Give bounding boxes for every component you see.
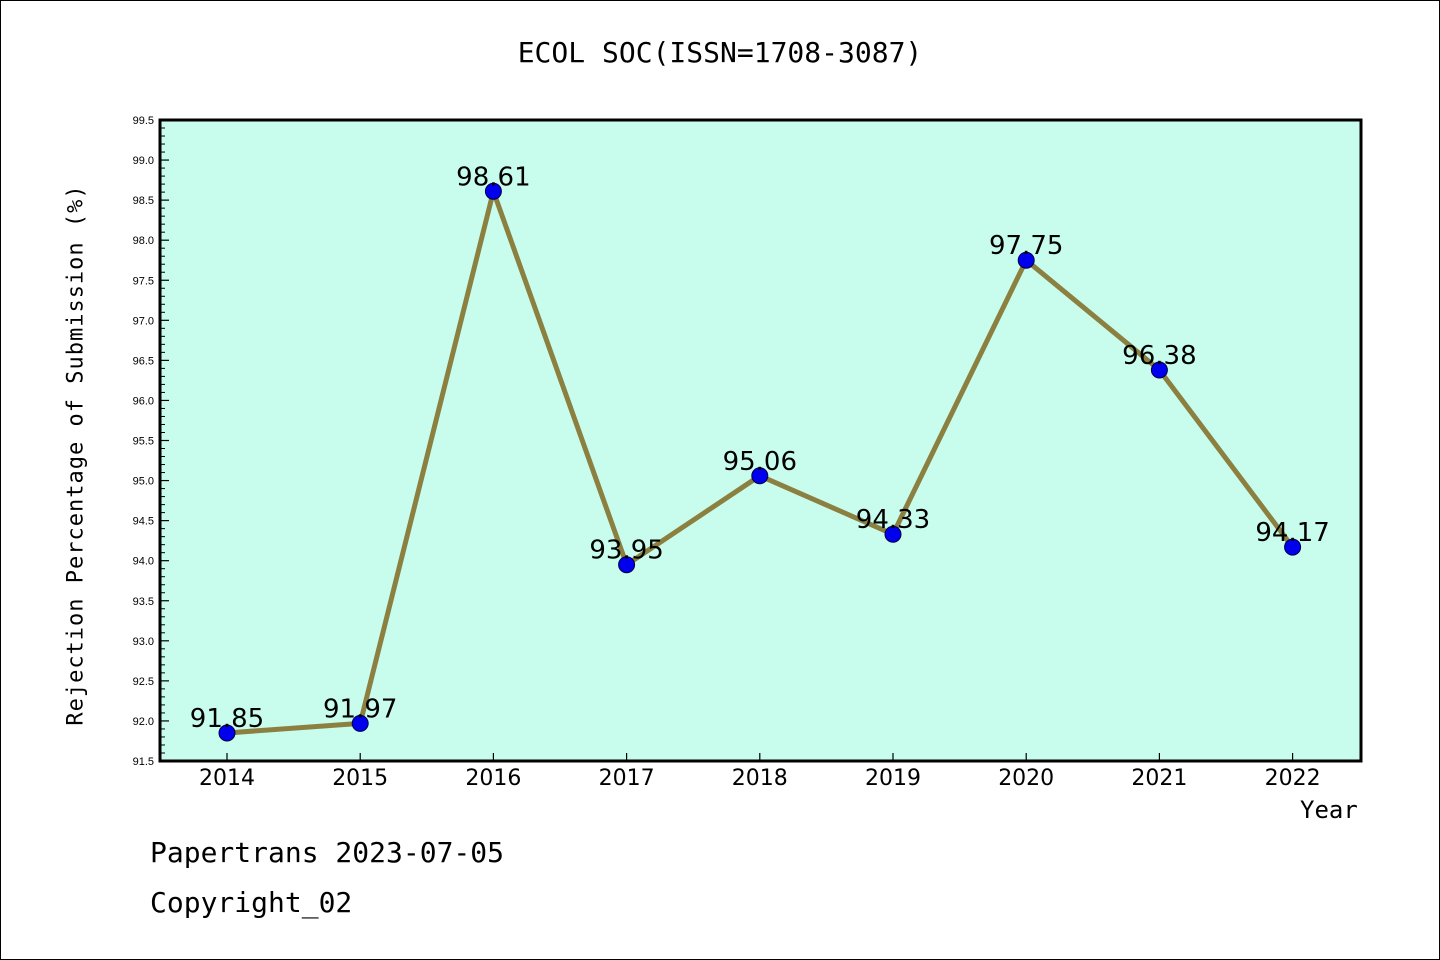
chart-title: ECOL SOC(ISSN=1708-3087) — [517, 36, 923, 69]
y-tick-label: 97.0 — [133, 315, 154, 327]
y-tick-label: 95.5 — [133, 436, 154, 448]
x-tick-label: 2016 — [465, 766, 521, 791]
y-tick-label: 98.0 — [133, 235, 154, 247]
data-point — [1150, 361, 1168, 379]
y-tick-label: 97.5 — [133, 275, 154, 287]
y-tick-label: 92.5 — [133, 676, 154, 688]
x-tick-label: 2015 — [332, 766, 388, 791]
data-label: 94.33 — [856, 505, 930, 535]
x-tick-label: 2019 — [865, 766, 921, 791]
x-tick-label: 2014 — [199, 766, 255, 791]
data-label: 91.85 — [190, 704, 264, 734]
data-series: 91.85 91.97 98.61 93.95 95.06 94.33 97.75 96.38… — [190, 162, 1330, 742]
x-tick-label: 2021 — [1131, 766, 1187, 791]
data-point — [351, 714, 369, 732]
y-tick-label: 93.5 — [133, 596, 154, 608]
data-point — [1017, 251, 1035, 269]
y-tick-label: 99.5 — [133, 115, 154, 127]
y-tick-label: 94.5 — [133, 516, 154, 528]
x-tick-label: 2017 — [599, 766, 655, 791]
x-tick-label: 2018 — [732, 766, 788, 791]
y-tick-label: 96.5 — [133, 355, 154, 367]
footer-copyright: Copyright_02 — [150, 886, 353, 919]
data-label: 96.38 — [1122, 341, 1196, 371]
data-label: 94.17 — [1255, 518, 1329, 548]
data-point — [618, 556, 636, 574]
data-point — [751, 467, 769, 485]
x-tick-label: 2022 — [1265, 766, 1321, 791]
y-tick-label: 91.5 — [133, 756, 154, 768]
data-point — [218, 724, 236, 742]
y-tick-label: 94.0 — [133, 556, 154, 568]
data-label: 93.95 — [589, 536, 663, 566]
x-tick-label: 2020 — [998, 766, 1054, 791]
data-label: 95.06 — [723, 447, 797, 477]
data-label: 91.97 — [323, 694, 397, 724]
y-tick-label: 93.0 — [133, 636, 154, 648]
footer-source: Papertrans 2023-07-05 — [150, 836, 505, 869]
data-point — [1284, 538, 1302, 556]
y-tick-label: 99.0 — [133, 155, 154, 167]
data-label: 97.75 — [989, 231, 1063, 261]
x-axis-label: Year — [1300, 796, 1358, 824]
y-axis: 91.5 92.0 92.5 93.0 93.5 94.0 94.5 95.0 95.5 96.0… — [133, 115, 169, 768]
y-tick-label: 92.0 — [133, 716, 154, 728]
plot-area — [158, 118, 1363, 763]
y-tick-label: 95.0 — [133, 476, 154, 488]
x-axis: 2014 2015 2016 2017 2018 2019 2020 2021 2022 — [199, 753, 1321, 791]
y-tick-label: 96.0 — [133, 395, 154, 407]
data-label: 98.61 — [456, 162, 530, 192]
data-point — [484, 182, 502, 200]
data-point — [884, 525, 902, 543]
y-tick-label: 98.5 — [133, 195, 154, 207]
